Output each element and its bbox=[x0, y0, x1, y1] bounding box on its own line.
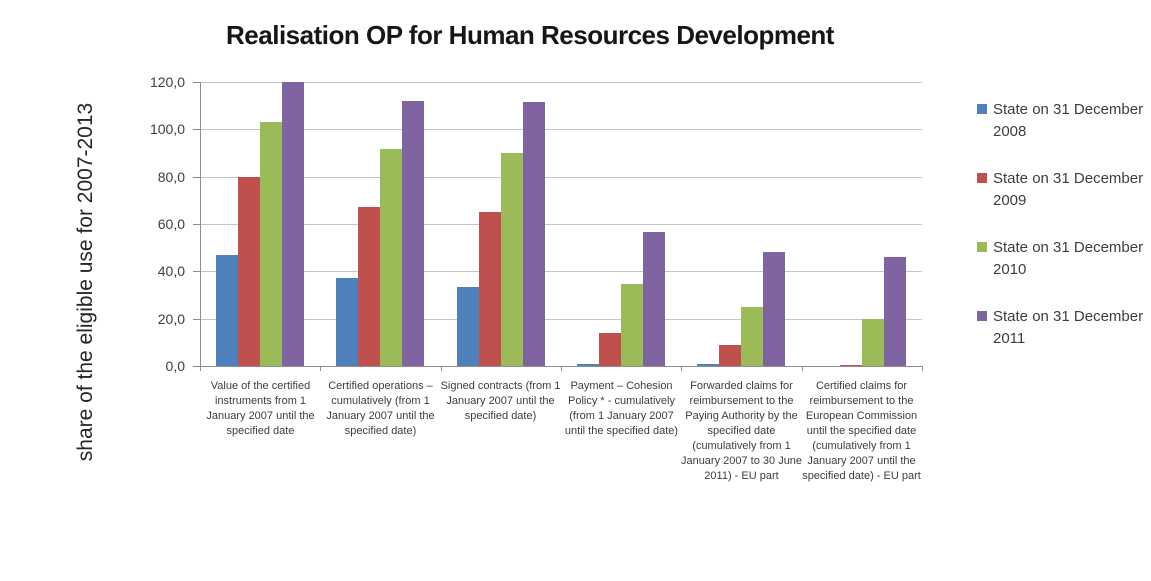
y-tick-mark bbox=[193, 271, 200, 272]
y-tick-label: 40,0 bbox=[157, 263, 185, 279]
y-tick-label: 60,0 bbox=[157, 216, 185, 232]
plot-area bbox=[200, 82, 922, 366]
legend-label: State on 31 December 2009 bbox=[993, 170, 1144, 209]
legend-entry: State on 31 December 2011 bbox=[977, 306, 1149, 350]
bar-2010-cat1 bbox=[260, 122, 282, 366]
y-tick-mark bbox=[193, 177, 200, 178]
bar-2008-cat1 bbox=[216, 255, 238, 366]
chart-title: Realisation OP for Human Resources Devel… bbox=[226, 20, 834, 50]
gridline bbox=[200, 224, 922, 225]
legend-label: State on 31 December 2011 bbox=[993, 308, 1144, 347]
category-label: Payment – Cohesion Policy * - cumulative… bbox=[564, 380, 679, 437]
bar-2009-cat2 bbox=[358, 207, 380, 366]
y-tick-mark bbox=[193, 319, 200, 320]
legend-entry: State on 31 December 2008 bbox=[977, 99, 1149, 143]
y-axis-line bbox=[200, 82, 201, 367]
y-tick-mark bbox=[193, 224, 200, 225]
y-axis-title: share of the eligible use for 2007-2013 bbox=[74, 102, 97, 462]
x-tick-mark bbox=[802, 366, 803, 371]
legend-swatch-icon bbox=[977, 173, 987, 183]
legend-entry: State on 31 December 2010 bbox=[977, 237, 1149, 281]
gridline bbox=[200, 177, 922, 178]
x-tick-mark bbox=[922, 366, 923, 371]
legend-swatch-icon bbox=[977, 242, 987, 252]
bar-2008-cat5 bbox=[697, 364, 719, 366]
bar-2008-cat2 bbox=[336, 278, 358, 366]
y-tick-mark bbox=[193, 82, 200, 83]
legend-entry: State on 31 December 2009 bbox=[977, 168, 1149, 212]
bar-2010-cat5 bbox=[741, 307, 763, 366]
category-label: Value of the certified instruments from … bbox=[206, 380, 315, 437]
category-label: Certified claims for reimbursement to th… bbox=[802, 380, 921, 482]
category-label: Forwarded claims for reimbursement to th… bbox=[680, 380, 803, 482]
bar-2011-cat2 bbox=[402, 101, 424, 366]
y-tick-mark bbox=[193, 129, 200, 130]
y-tick-mark bbox=[193, 366, 200, 367]
y-tick-label: 100,0 bbox=[149, 121, 185, 137]
bar-2008-cat3 bbox=[457, 287, 479, 366]
legend-label: State on 31 December 2010 bbox=[993, 239, 1144, 278]
y-tick-label: 80,0 bbox=[157, 169, 185, 185]
x-tick-mark bbox=[200, 366, 201, 371]
bar-2009-cat6 bbox=[840, 365, 862, 366]
legend: State on 31 December 2008 State on 31 Dec… bbox=[977, 99, 1149, 375]
bar-2008-cat4 bbox=[577, 364, 599, 366]
legend-swatch-icon bbox=[977, 311, 987, 321]
x-tick-mark bbox=[441, 366, 442, 371]
bar-2011-cat5 bbox=[763, 252, 785, 366]
gridline bbox=[200, 271, 922, 272]
bar-2010-cat6 bbox=[862, 319, 884, 366]
bar-2011-cat4 bbox=[643, 232, 665, 366]
bar-2011-cat1 bbox=[282, 82, 304, 366]
bar-2009-cat4 bbox=[599, 333, 621, 366]
x-tick-mark bbox=[681, 366, 682, 371]
legend-swatch-icon bbox=[977, 104, 987, 114]
x-tick-mark bbox=[320, 366, 321, 371]
legend-label: State on 31 December 2008 bbox=[993, 101, 1144, 140]
bar-2010-cat4 bbox=[621, 284, 643, 366]
gridline bbox=[200, 319, 922, 320]
y-tick-label: 0,0 bbox=[165, 358, 185, 374]
category-label: Certified operations – cumulatively (fro… bbox=[326, 380, 435, 437]
bar-2010-cat3 bbox=[501, 153, 523, 366]
y-tick-label: 20,0 bbox=[157, 311, 185, 327]
category-label: Signed contracts (from 1 January 2007 un… bbox=[440, 380, 561, 422]
bar-2011-cat3 bbox=[523, 102, 545, 366]
bar-2010-cat2 bbox=[380, 149, 402, 366]
bar-2009-cat5 bbox=[719, 345, 741, 366]
bar-2011-cat6 bbox=[884, 257, 906, 366]
y-tick-label: 120,0 bbox=[149, 74, 185, 90]
gridline bbox=[200, 129, 922, 130]
x-tick-mark bbox=[561, 366, 562, 371]
gridline bbox=[200, 82, 922, 83]
bar-2009-cat3 bbox=[479, 212, 501, 366]
bar-2009-cat1 bbox=[238, 177, 260, 366]
